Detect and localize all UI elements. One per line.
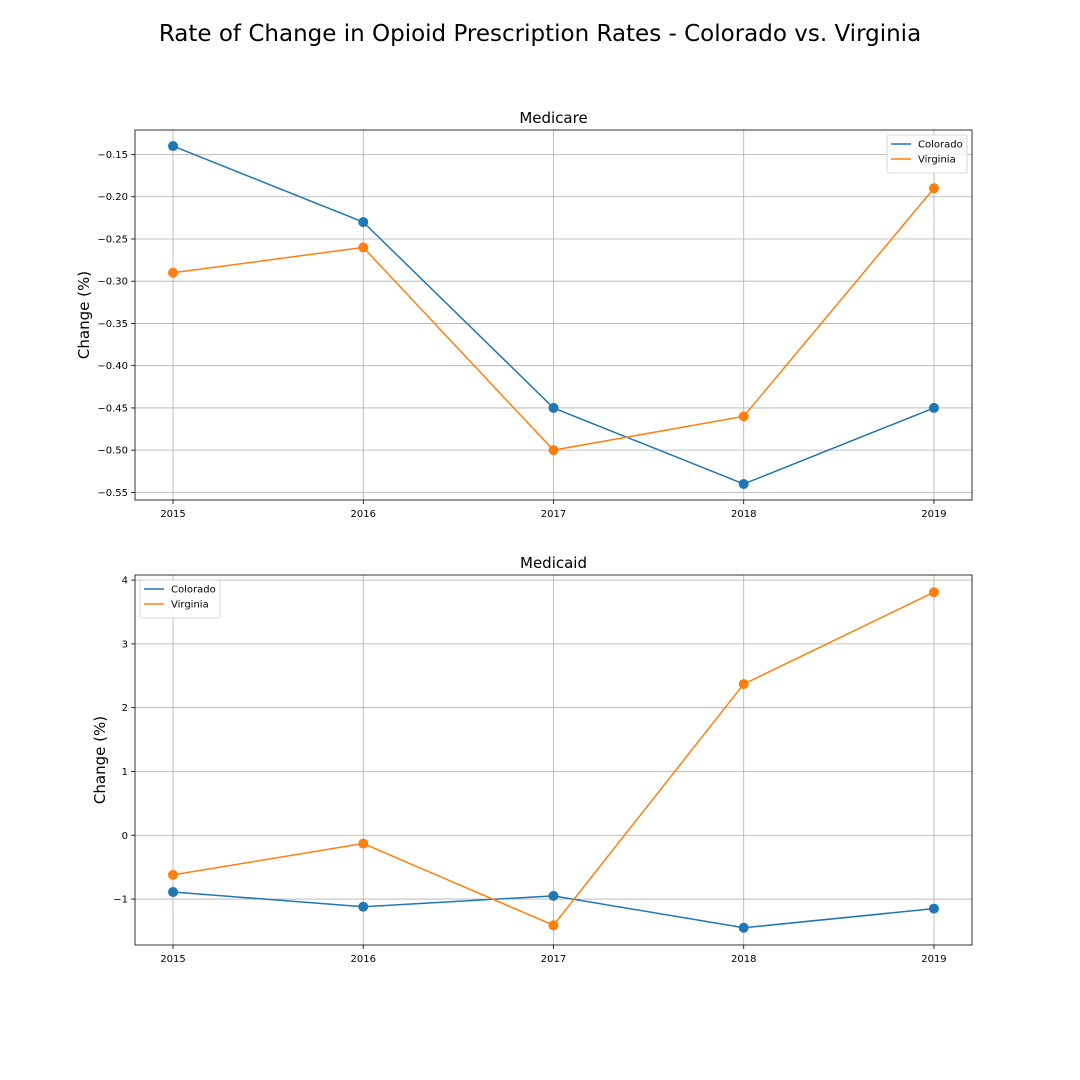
y-tick-label: 2	[122, 703, 128, 714]
x-tick-label: 2018	[731, 954, 756, 965]
panel-medicare: 2015 2016 2017 2018 2019 −0.55 −0.50 −0.45 −0.40…	[75, 109, 973, 520]
data-point-virginia	[358, 838, 369, 849]
data-point-colorado	[548, 402, 559, 413]
data-point-colorado	[168, 887, 179, 898]
data-point-virginia	[928, 587, 939, 598]
y-tick-label: −0.40	[97, 361, 128, 372]
data-point-virginia	[548, 445, 559, 456]
x-tick-label: 2015	[160, 954, 185, 965]
data-point-virginia	[738, 679, 749, 690]
data-point-colorado	[548, 890, 559, 901]
data-point-colorado	[358, 217, 369, 228]
legend-label-colorado: Colorado	[171, 585, 216, 596]
y-axis-label: Change (%)	[91, 716, 109, 804]
y-tick-label: −0.20	[97, 192, 128, 203]
x-tick-label: 2019	[921, 509, 946, 520]
figure-title: Rate of Change in Opioid Prescription Ra…	[159, 21, 921, 47]
x-tick-label: 2016	[351, 954, 376, 965]
data-point-virginia	[548, 920, 559, 931]
y-tick-label: −0.30	[97, 277, 128, 288]
y-tick-label: 0	[122, 831, 128, 842]
x-tick-label: 2017	[541, 954, 566, 965]
y-tick-label: −0.45	[97, 403, 128, 414]
data-point-colorado	[168, 141, 179, 152]
axes-title: Medicare	[519, 109, 587, 127]
x-tick-label: 2018	[731, 509, 756, 520]
y-tick-label: −0.55	[97, 488, 128, 499]
data-point-virginia	[738, 411, 749, 422]
legend: Colorado Virginia	[886, 134, 968, 174]
x-tick-label: 2017	[541, 509, 566, 520]
data-point-virginia	[928, 183, 939, 194]
x-tick-label: 2015	[160, 509, 185, 520]
y-tick-label: −0.50	[97, 446, 128, 457]
axes-frame	[134, 129, 973, 501]
y-tick-label: −0.35	[97, 319, 128, 330]
data-point-colorado	[928, 402, 939, 413]
data-point-colorado	[738, 922, 749, 933]
axes-frame	[134, 574, 973, 946]
x-tick-label: 2016	[351, 509, 376, 520]
data-point-colorado	[928, 903, 939, 914]
y-tick-label: 1	[122, 767, 128, 778]
legend-label-colorado: Colorado	[918, 140, 963, 151]
y-axis-label: Change (%)	[75, 271, 93, 359]
data-point-virginia	[168, 869, 179, 880]
y-tick-label: 4	[122, 576, 128, 587]
y-tick-label: −0.25	[97, 234, 128, 245]
legend-label-virginia: Virginia	[171, 600, 209, 611]
data-point-virginia	[168, 267, 179, 278]
data-point-virginia	[358, 242, 369, 253]
y-tick-label: −1	[113, 895, 128, 906]
axes-title: Medicaid	[520, 554, 587, 572]
y-tick-label: −0.15	[97, 150, 128, 161]
data-point-colorado	[358, 901, 369, 912]
panel-medicaid: 2015 2016 2017 2018 2019 −1 0 1 2 3 4 Medicaid Chang…	[91, 554, 973, 965]
x-tick-label: 2019	[921, 954, 946, 965]
legend: Colorado Virginia	[139, 579, 221, 619]
legend-label-virginia: Virginia	[918, 155, 956, 166]
data-point-colorado	[738, 478, 749, 489]
y-tick-label: 3	[122, 639, 128, 650]
